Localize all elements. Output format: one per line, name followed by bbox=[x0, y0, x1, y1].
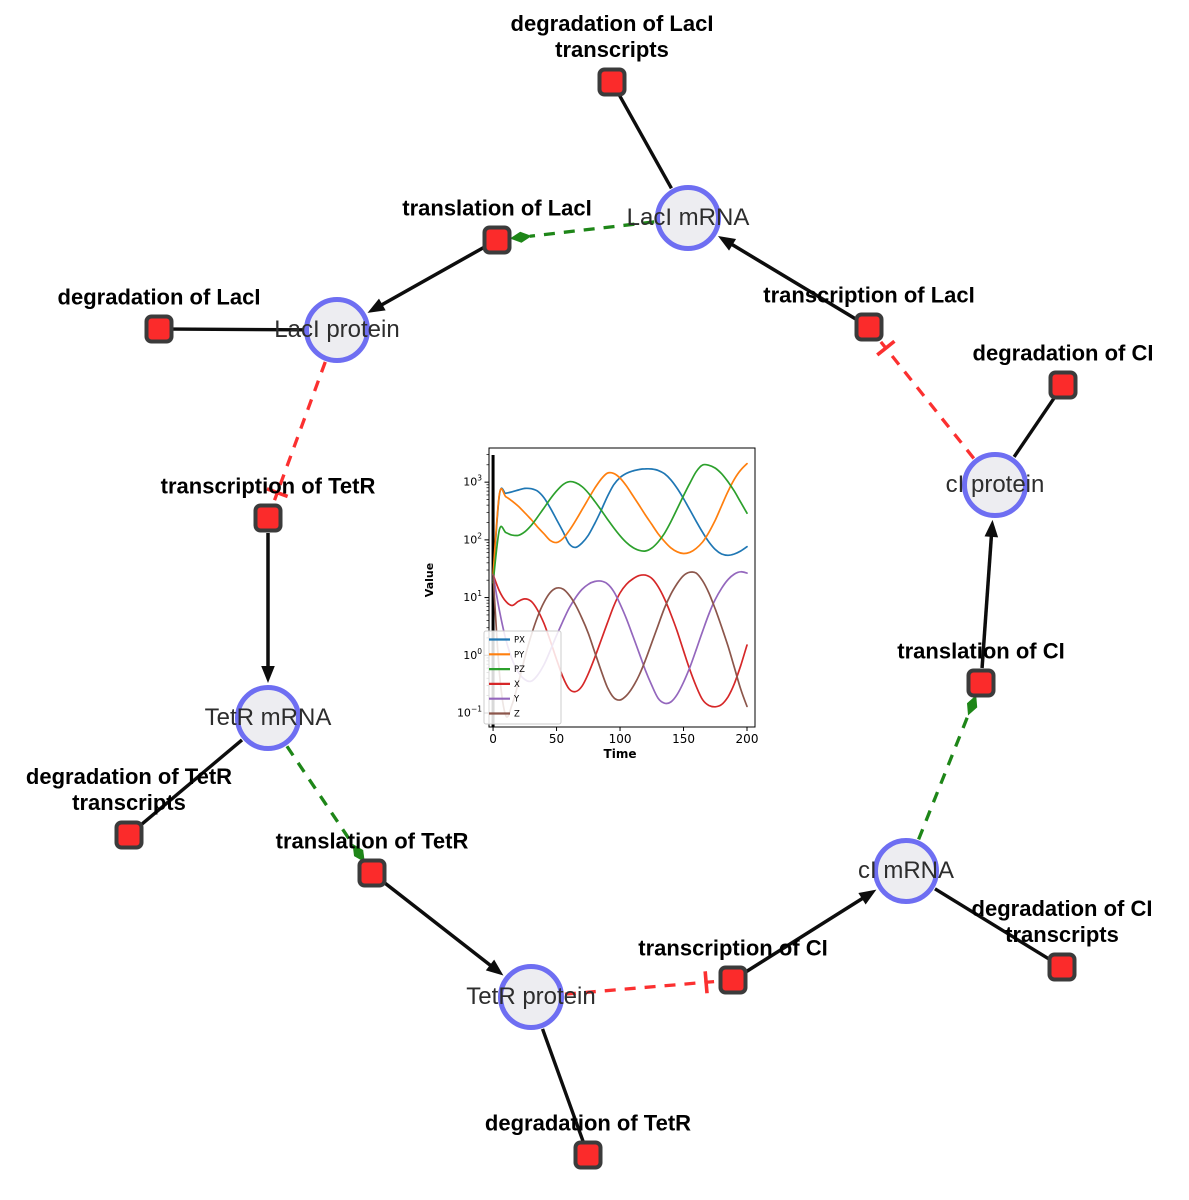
modifier-diamond-icon bbox=[509, 231, 532, 243]
production-line bbox=[378, 245, 485, 308]
reaction-node-tl_tetr[interactable] bbox=[357, 858, 387, 888]
x-axis-label: Time bbox=[604, 747, 637, 761]
production-arrowhead-icon bbox=[717, 236, 737, 251]
reaction-node-tl_laci[interactable] bbox=[482, 225, 512, 255]
edge-consumption-ci_mrna-to-deg_ci_tx bbox=[934, 887, 1051, 962]
species-node-laci_protein[interactable] bbox=[304, 297, 370, 363]
consumption-line bbox=[138, 738, 244, 828]
edge-modifier-ci_mrna-to-tl_ci bbox=[917, 695, 978, 841]
legend-label-PZ: PZ bbox=[514, 665, 525, 675]
inhibition-dashed-line bbox=[272, 361, 327, 501]
edge-production-tc_ci-to-ci_mrna bbox=[744, 889, 877, 974]
species-node-ci_protein[interactable] bbox=[962, 452, 1028, 518]
inhibition-dashed-line bbox=[879, 340, 976, 460]
production-arrowhead-icon bbox=[858, 889, 877, 905]
inhibition-tee-icon bbox=[266, 487, 289, 499]
plot-frame bbox=[488, 447, 756, 728]
edge-production-tc_laci-to-laci_mrna bbox=[717, 236, 858, 321]
species-node-laci_mrna[interactable] bbox=[655, 185, 721, 251]
legend-label-PX: PX bbox=[514, 636, 525, 646]
legend-label-X: X bbox=[514, 680, 520, 690]
modifier-dashed-line bbox=[917, 713, 971, 841]
consumption-line bbox=[540, 1028, 585, 1143]
consumption-line bbox=[934, 887, 1051, 962]
series-line-X bbox=[492, 573, 748, 708]
reaction-node-tc_ci[interactable] bbox=[718, 965, 748, 995]
chart-background bbox=[423, 430, 775, 770]
production-line bbox=[980, 533, 994, 669]
consumption-line bbox=[1012, 395, 1057, 458]
edge-production-tl_tetr-to-tetr_protein bbox=[382, 880, 504, 976]
reaction-node-deg_ci_tx[interactable] bbox=[1047, 952, 1077, 982]
edge-modifier-laci_mrna-to-tl_laci bbox=[509, 220, 655, 243]
reaction-node-tc_laci[interactable] bbox=[854, 312, 884, 342]
edge-consumption-laci_mrna-to-deg_laci_tx bbox=[617, 93, 673, 190]
modifier-diamond-icon bbox=[966, 695, 978, 716]
legend-label-Y: Y bbox=[513, 695, 520, 705]
series-line-PZ bbox=[492, 463, 748, 584]
x-tick-label: 150 bbox=[672, 732, 695, 746]
consumption-line bbox=[172, 327, 304, 332]
x-tick-label: 50 bbox=[549, 732, 564, 746]
series-line-Z bbox=[492, 571, 748, 718]
reaction-node-deg_ci[interactable] bbox=[1048, 370, 1078, 400]
edge-inhibition-tetr_protein-to-tc_ci bbox=[564, 971, 715, 996]
inhibition-tee-icon bbox=[703, 971, 709, 994]
inhibition-tee-icon bbox=[876, 339, 896, 357]
edge-inhibition-laci_protein-to-tc_tetr bbox=[266, 361, 327, 501]
edge-production-tc_tetr-to-tetr_mrna bbox=[261, 533, 275, 683]
production-arrowhead-icon bbox=[485, 959, 504, 976]
reaction-node-deg_laci[interactable] bbox=[144, 314, 174, 344]
y-axis-label: Value bbox=[423, 563, 436, 597]
species-node-ci_mrna[interactable] bbox=[873, 838, 939, 904]
edge-consumption-tetr_protein-to-deg_tetr bbox=[540, 1028, 585, 1143]
production-arrowhead-icon bbox=[367, 298, 386, 313]
consumption-line bbox=[617, 93, 673, 190]
production-line bbox=[729, 241, 858, 321]
reaction-node-deg_laci_tx[interactable] bbox=[597, 67, 627, 97]
x-tick-label: 200 bbox=[736, 732, 759, 746]
species-node-tetr_protein[interactable] bbox=[498, 964, 564, 1030]
reaction-node-tl_ci[interactable] bbox=[966, 668, 996, 698]
series-line-PY bbox=[492, 462, 748, 576]
edge-consumption-laci_protein-to-deg_laci bbox=[172, 327, 304, 332]
species-node-tetr_mrna[interactable] bbox=[235, 685, 301, 751]
legend-label-Z: Z bbox=[514, 710, 520, 720]
legend-label-PY: PY bbox=[514, 650, 525, 660]
edge-consumption-ci_protein-to-deg_ci bbox=[1012, 395, 1057, 458]
edge-consumption-tetr_mrna-to-deg_tetr_tx bbox=[138, 738, 244, 828]
modifier-diamond-icon bbox=[352, 843, 365, 863]
reaction-node-deg_tetr_tx[interactable] bbox=[114, 820, 144, 850]
modifier-dashed-line bbox=[529, 220, 655, 238]
inset-timeseries-chart: 0 50 100 150 20010−1100101102103TimeValuePXP… bbox=[423, 430, 775, 770]
modifier-dashed-line bbox=[285, 745, 355, 847]
production-line bbox=[382, 880, 494, 969]
edge-production-tl_ci-to-ci_protein bbox=[980, 519, 999, 669]
reaction-node-deg_tetr[interactable] bbox=[573, 1140, 603, 1170]
production-line bbox=[744, 895, 866, 974]
reaction-node-tc_tetr[interactable] bbox=[253, 503, 283, 533]
edge-modifier-tetr_mrna-to-tl_tetr bbox=[285, 745, 365, 863]
production-arrowhead-icon bbox=[984, 519, 999, 538]
edge-inhibition-ci_protein-to-tc_laci bbox=[876, 339, 976, 460]
x-tick-label: 100 bbox=[609, 732, 632, 746]
production-arrowhead-icon bbox=[261, 666, 275, 683]
inhibition-dashed-line bbox=[564, 979, 715, 996]
edge-production-tl_laci-to-laci_protein bbox=[367, 245, 485, 313]
x-tick-label: 0 bbox=[489, 732, 497, 746]
